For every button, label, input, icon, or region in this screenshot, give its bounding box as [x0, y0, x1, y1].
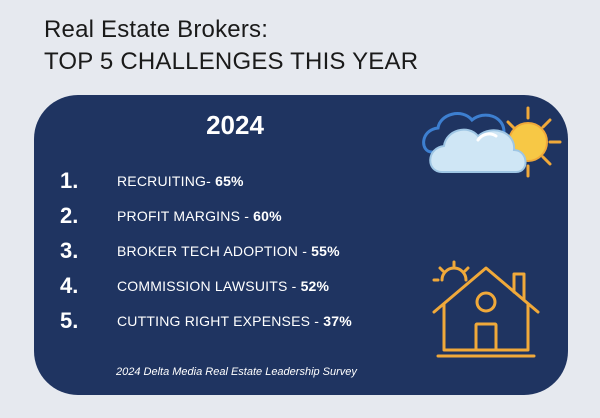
item-label: COMMISSION LAWSUITS - 52%: [117, 278, 330, 294]
house-icon: [432, 260, 540, 358]
item-percent: 55%: [311, 243, 340, 259]
item-label: PROFIT MARGINS - 60%: [117, 208, 282, 224]
item-number: 1.: [60, 168, 79, 193]
item-label: RECRUITING- 65%: [117, 173, 244, 189]
item-number: 5.: [60, 308, 79, 333]
item-number: 2.: [60, 203, 79, 228]
item-label: BROKER TECH ADOPTION - 55%: [117, 243, 340, 259]
year-heading: 2024: [206, 110, 264, 140]
item-percent: 52%: [300, 278, 330, 294]
item-number: 3.: [60, 238, 79, 263]
item-percent: 37%: [323, 313, 352, 329]
title-line-2: TOP 5 CHALLENGES THIS YEAR: [44, 48, 419, 75]
survey-source: 2024 Delta Media Real Estate Leadership …: [116, 366, 357, 378]
item-percent: 60%: [253, 208, 282, 224]
cloud-sun-icon: [422, 106, 562, 178]
page-title: Real Estate Brokers: TOP 5 CHALLENGES TH…: [44, 14, 418, 78]
item-percent: 65%: [215, 173, 244, 189]
item-number: 4.: [60, 273, 79, 298]
item-label: CUTTING RIGHT EXPENSES - 37%: [117, 313, 352, 329]
title-line-1: Real Estate Brokers:: [44, 16, 269, 43]
